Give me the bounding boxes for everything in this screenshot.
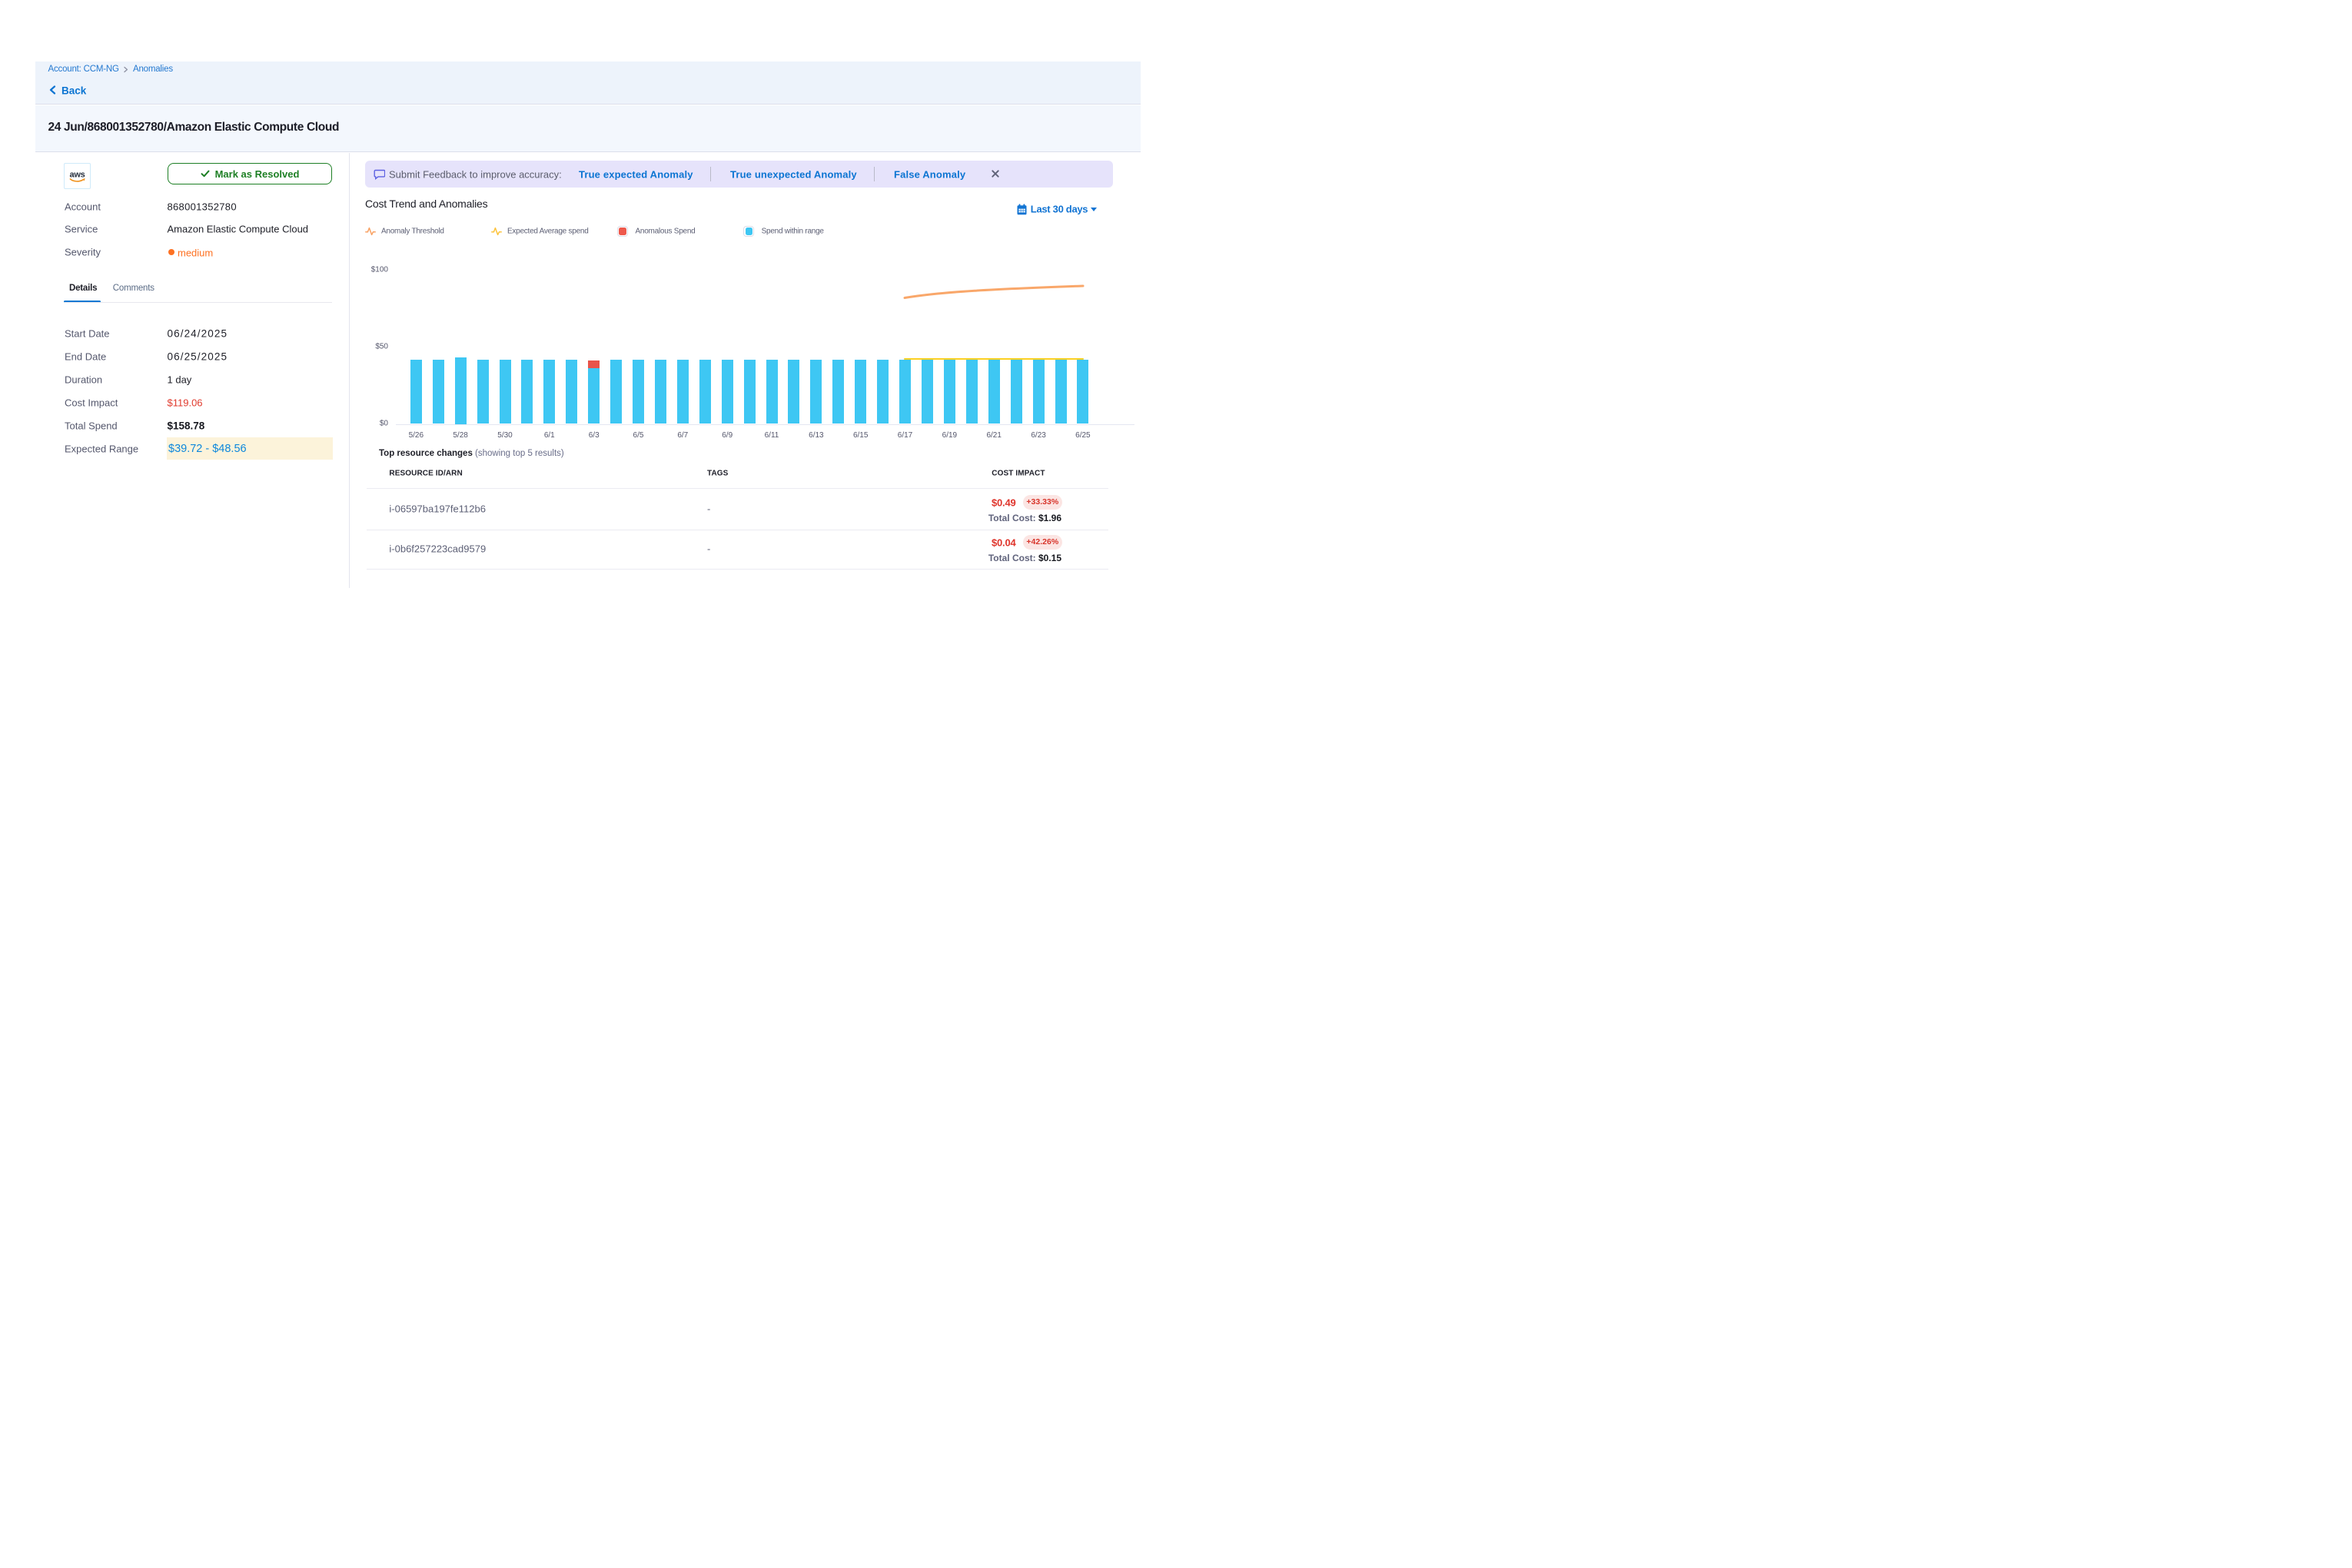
svg-text:aws: aws — [69, 171, 85, 180]
